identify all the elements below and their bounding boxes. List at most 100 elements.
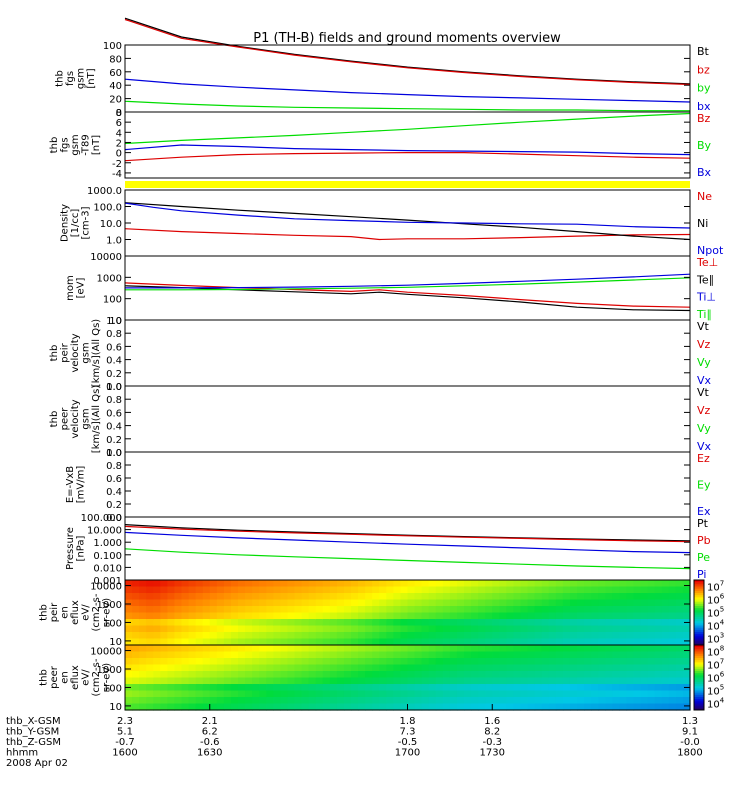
heatmap-cell [598, 690, 606, 698]
heatmap-cell [527, 671, 536, 679]
heatmap-cell [661, 658, 670, 666]
heatmap-cell [513, 677, 522, 685]
heatmap-cell [584, 619, 592, 627]
heatmap-cell [174, 651, 183, 659]
heatmap-cell [216, 703, 225, 711]
colorbar-exponent: 5 [720, 684, 724, 692]
heatmap-cell [188, 586, 197, 594]
heatmap-cell [230, 651, 239, 659]
heatmap-cell [386, 684, 394, 692]
heatmap-cell [682, 671, 691, 679]
heatmap-cell [520, 638, 529, 646]
heatmap-cell [153, 677, 161, 685]
heatmap-cell [188, 638, 197, 646]
heatmap-cell [287, 703, 296, 711]
colorbar-exponent: 4 [720, 697, 725, 705]
y-tick-label: 0.8 [106, 461, 122, 472]
heatmap-cell [329, 619, 338, 627]
heatmap-cell [485, 658, 493, 666]
heatmap-cell [478, 684, 486, 692]
heatmap-cell [456, 684, 465, 692]
heatmap-cell [146, 677, 154, 685]
heatmap-cell [181, 586, 190, 594]
heatmap-cell [125, 658, 133, 666]
heatmap-cell [435, 697, 444, 705]
heatmap-cell [273, 690, 281, 698]
heatmap-cell [400, 625, 409, 633]
heatmap-cell [132, 645, 140, 653]
heatmap-cell [393, 651, 402, 659]
heatmap-cell [541, 580, 550, 588]
heatmap-cell [456, 638, 465, 646]
heatmap-cell [456, 671, 465, 679]
heatmap-cell [230, 684, 239, 692]
y-axis-label: -T89 [81, 134, 92, 156]
y-tick-label: 6 [116, 118, 122, 129]
heatmap-cell [598, 599, 606, 607]
heatmap-cell [153, 586, 161, 594]
heatmap-cell [541, 703, 550, 711]
heatmap-cell [273, 612, 281, 620]
heatmap-cell [386, 664, 394, 672]
heatmap-cell [654, 619, 663, 627]
y-tick-label: 10000 [90, 582, 122, 593]
heatmap-cell [287, 684, 296, 692]
heatmap-cell [379, 580, 387, 588]
heatmap-cell [478, 632, 486, 640]
heatmap-cell [435, 645, 444, 653]
heatmap-cell [322, 632, 331, 640]
heatmap-cell [329, 671, 338, 679]
heatmap-cell [591, 690, 599, 698]
heatmap-cell [569, 612, 578, 620]
heatmap-cell [146, 671, 154, 679]
heatmap-cell [393, 580, 402, 588]
heatmap-cell [216, 651, 225, 659]
heatmap-cell [471, 638, 479, 646]
heatmap-cell [449, 619, 458, 627]
date-label: 2008 Apr 02 [6, 758, 68, 769]
heatmap-cell [414, 697, 423, 705]
heatmap-cell [640, 632, 649, 640]
heatmap-cell [647, 606, 656, 614]
heatmap-cell [351, 684, 359, 692]
heatmap-cell [202, 684, 211, 692]
heatmap-cell [435, 677, 444, 685]
heatmap-cell [647, 697, 656, 705]
heatmap-cell [209, 671, 218, 679]
heatmap-cell [449, 651, 458, 659]
heatmap-cell [584, 645, 592, 653]
heatmap-cell [640, 580, 649, 588]
heatmap-cell [506, 586, 515, 594]
heatmap-cell [160, 586, 168, 594]
y-axis-label: peer [60, 407, 71, 431]
heatmap-cell [435, 612, 444, 620]
heatmap-cell [259, 684, 267, 692]
heatmap-cell [605, 658, 613, 666]
heatmap-cell [400, 580, 409, 588]
heatmap-cell [188, 690, 197, 698]
heatmap-cell [562, 664, 571, 672]
heatmap-cell [195, 619, 204, 627]
heatmap-cell [329, 632, 338, 640]
colorbar-segment [694, 699, 704, 702]
heatmap-cell [598, 658, 606, 666]
heatmap-cell [407, 632, 416, 640]
heatmap-cell [287, 671, 296, 679]
heatmap-cell [647, 671, 656, 679]
heatmap-cell [591, 671, 599, 679]
y-axis-label: gsm [81, 408, 92, 429]
heatmap-cell [449, 593, 458, 601]
panel-frame [124, 44, 691, 113]
heatmap-cell [125, 612, 133, 620]
heatmap-cell [435, 593, 444, 601]
heatmap-cell [308, 690, 317, 698]
heatmap-cell [230, 645, 239, 653]
heatmap-cell [343, 599, 352, 607]
heatmap-cell [160, 677, 168, 685]
heatmap-cell [471, 606, 479, 614]
heatmap-cell [386, 658, 394, 666]
heatmap-cell [146, 619, 154, 627]
heatmap-cell [351, 697, 359, 705]
heatmap-cell [125, 677, 133, 685]
heatmap-cell [598, 697, 606, 705]
